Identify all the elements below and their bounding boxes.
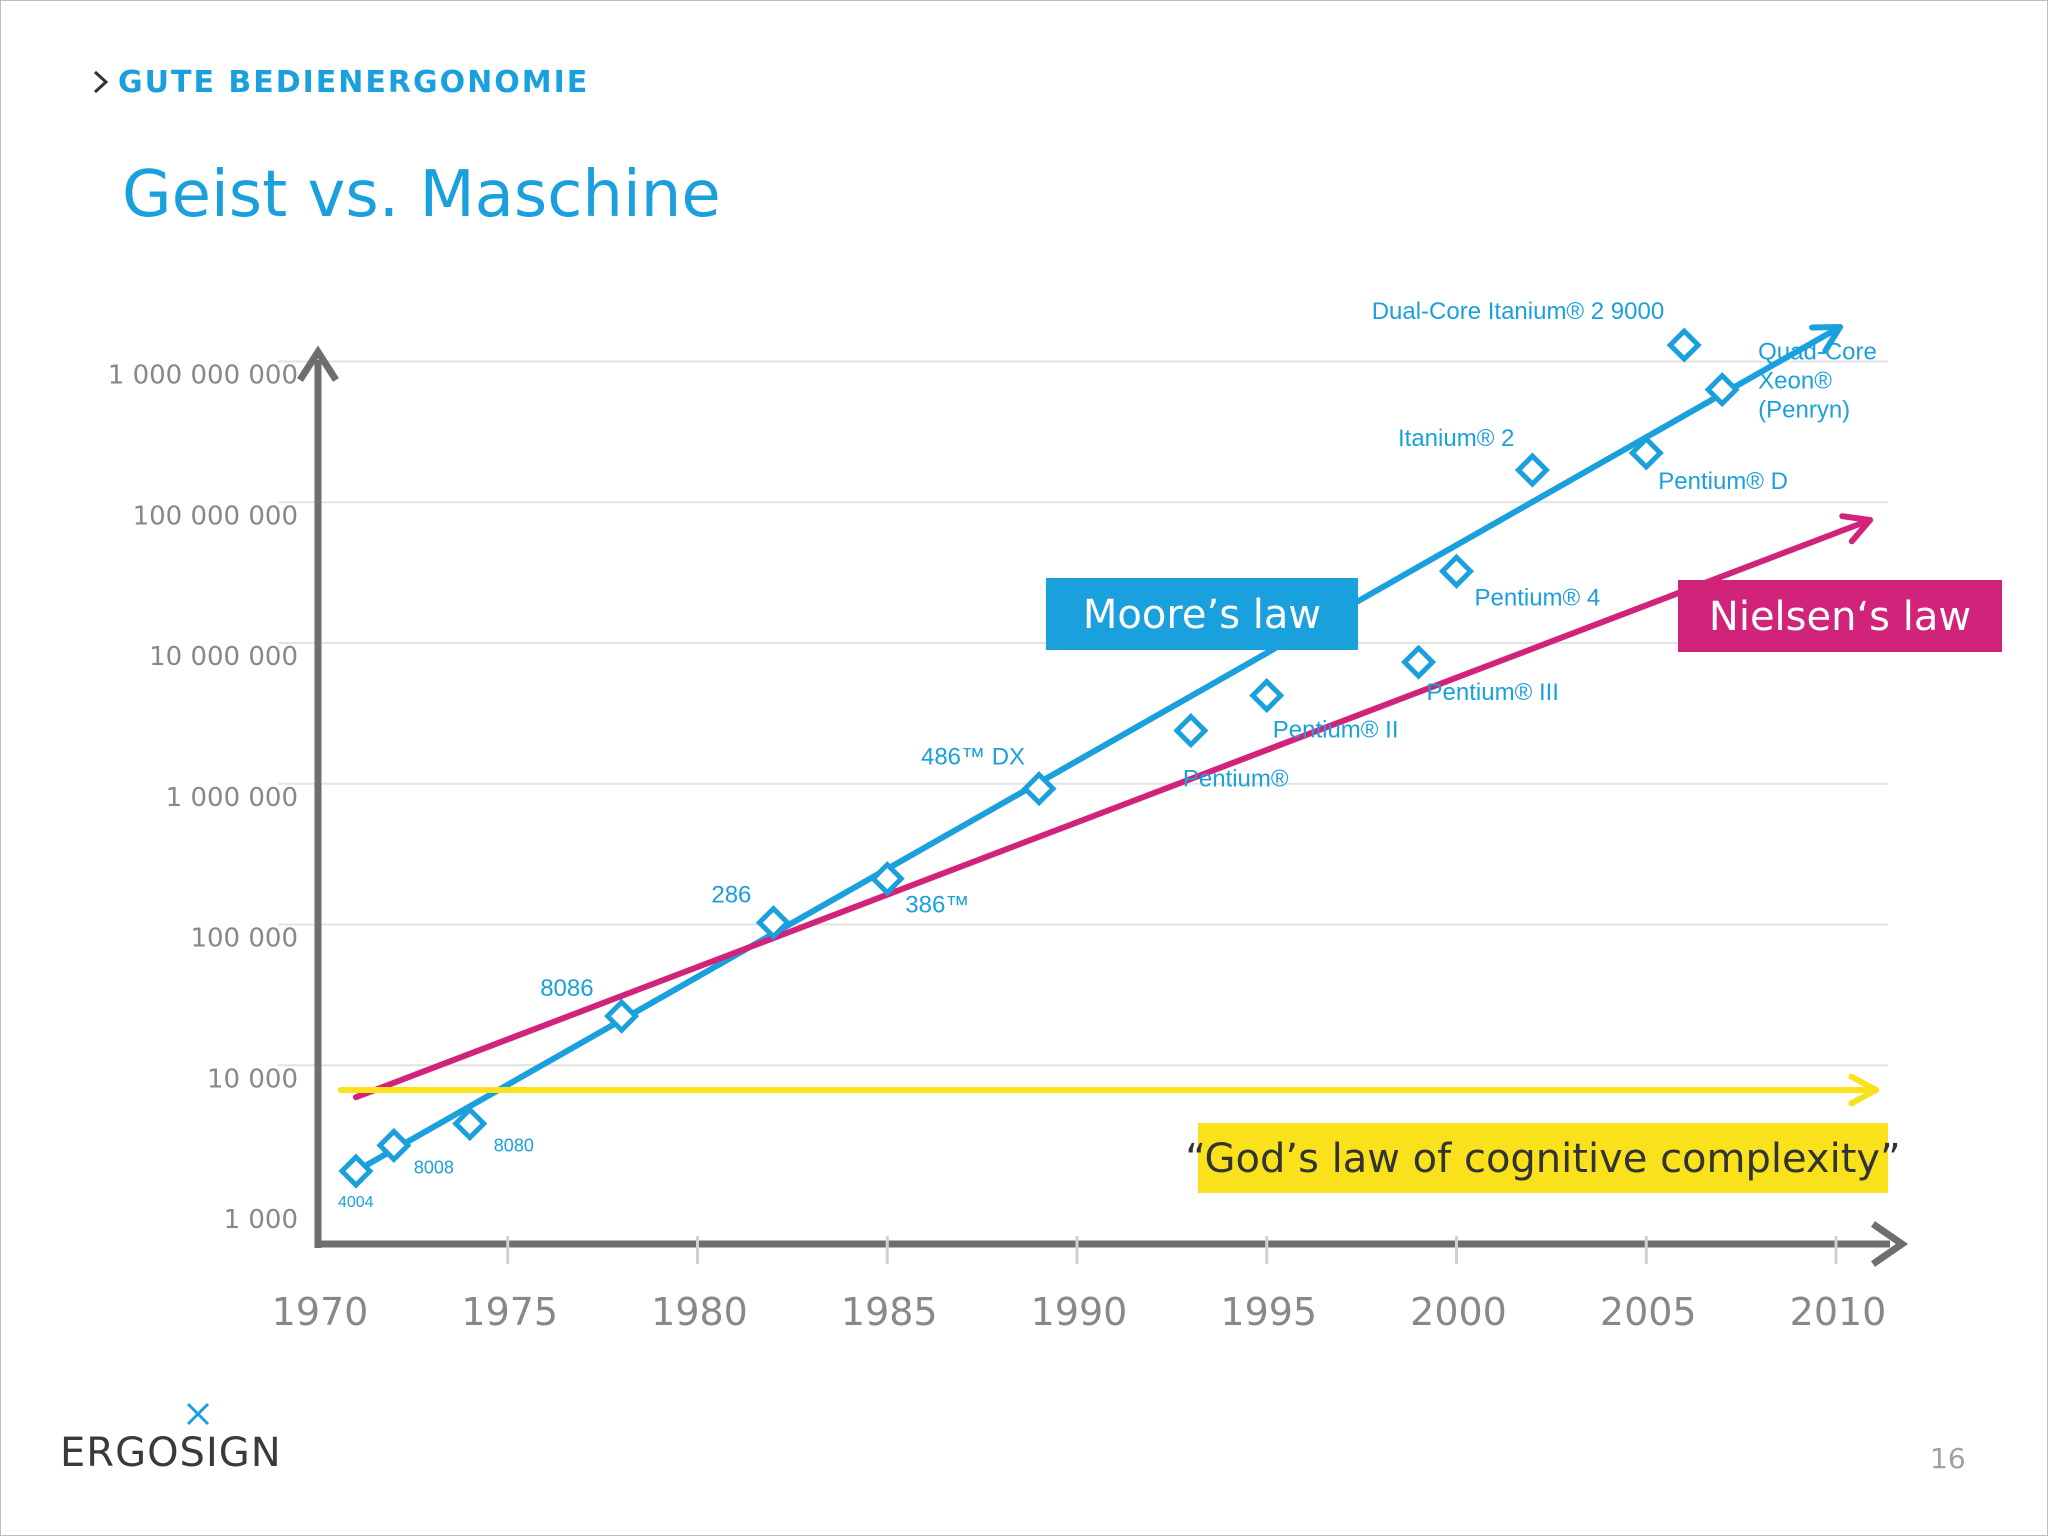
y-tick-label: 10 000 000	[149, 642, 298, 672]
data-label: 486™ DX	[921, 744, 1025, 771]
data-label: Quad-Core Xeon® (Penryn)	[1758, 339, 1877, 424]
y-axis-arrow-icon	[297, 345, 339, 382]
data-point	[869, 861, 905, 897]
data-label: 386™	[905, 892, 969, 919]
data-point	[1514, 452, 1550, 488]
gods-law-label: “God’s law of cognitive complexity”	[1185, 1136, 1901, 1182]
x-tick-label: 1975	[461, 1290, 558, 1334]
y-tick-label: 1 000 000 000	[108, 361, 298, 391]
moores-law-line	[352, 324, 1843, 1175]
x-tick-label: 1985	[841, 1290, 938, 1334]
data-point	[1704, 372, 1740, 408]
trend-arrow-icon	[1848, 1073, 1879, 1107]
nielsens-law-line	[352, 517, 1873, 1101]
y-tick-label: 10 000	[207, 1064, 298, 1094]
data-label: 8086	[540, 975, 593, 1002]
data-label: Pentium® II	[1273, 717, 1399, 744]
x-mark-icon	[186, 1402, 210, 1426]
data-point	[338, 1153, 374, 1189]
data-point	[1438, 553, 1475, 589]
trend-labels: Moore’s law Nielsen‘s law “God’s law of co…	[1046, 578, 2002, 1193]
x-tick-label: 1970	[272, 1290, 369, 1334]
moores-law-label: Moore’s law	[1083, 592, 1321, 638]
page-number: 16	[1930, 1442, 1966, 1475]
nielsens-law-label: Nielsen‘s law	[1709, 594, 1971, 640]
data-point	[1401, 644, 1437, 680]
data-label: Pentium® D	[1658, 468, 1788, 495]
breadcrumb-label: GUTE BEDIENERGONOMIE	[118, 64, 590, 100]
data-label: 8080	[494, 1136, 534, 1156]
x-tick-label: 2010	[1790, 1290, 1887, 1334]
data-label: 8008	[414, 1157, 454, 1177]
data-point	[452, 1106, 488, 1142]
data-point	[755, 905, 791, 941]
axes	[297, 345, 1909, 1267]
chevron-right-icon	[93, 70, 109, 94]
data-point	[1666, 327, 1702, 363]
x-tick-label: 1995	[1220, 1290, 1317, 1334]
trend-lines	[337, 324, 1879, 1175]
x-tick-label: 2000	[1410, 1290, 1507, 1334]
data-label: 286	[711, 882, 751, 909]
ticks: 1 000 10 000 100 000 1 000 000 10 000 000 100…	[108, 361, 1887, 1335]
trend-arrow-icon	[1839, 513, 1873, 545]
x-tick-label: 1990	[1031, 1290, 1128, 1334]
y-tick-label: 100 000 000	[133, 501, 298, 531]
nielsens-law-label-box	[1678, 580, 2002, 652]
data-label: Pentium®	[1183, 766, 1289, 793]
trend-arrow-icon	[1809, 324, 1843, 354]
page-title: Geist vs. Maschine	[122, 158, 721, 232]
y-tick-label: 100 000	[190, 924, 298, 954]
data-point	[376, 1127, 412, 1163]
gods-law-label-box	[1198, 1123, 1888, 1193]
x-axis-arrow-icon	[1871, 1221, 1909, 1267]
logo-wordmark: ERGOSIGN	[60, 1430, 282, 1476]
data-point	[1628, 435, 1664, 471]
data-label: Dual-Core Itanium® 2 9000	[1372, 298, 1665, 325]
data-label: 4004	[338, 1194, 374, 1211]
breadcrumb: GUTE BEDIENERGONOMIE	[92, 62, 589, 102]
data-point	[1249, 678, 1285, 714]
data-labels: 4004 8008 8080 8086 286 386™ 486™ DX Pentium® Pe…	[338, 298, 1877, 1211]
data-label: Pentium® 4	[1475, 584, 1601, 611]
y-tick-label: 1 000 000	[166, 783, 298, 813]
x-tick-label: 2005	[1600, 1290, 1697, 1334]
y-tick-label: 1 000	[224, 1205, 298, 1235]
ergosign-logo: ERGOSIGN	[60, 1400, 282, 1480]
x-tick-label: 1980	[651, 1290, 748, 1334]
data-points	[338, 327, 1740, 1189]
data-label: Itanium® 2	[1398, 425, 1514, 452]
data-point	[1173, 713, 1209, 749]
data-point	[1021, 771, 1057, 807]
moores-law-label-box	[1046, 578, 1358, 650]
data-label: Pentium® III	[1427, 679, 1559, 706]
data-point	[604, 998, 640, 1034]
